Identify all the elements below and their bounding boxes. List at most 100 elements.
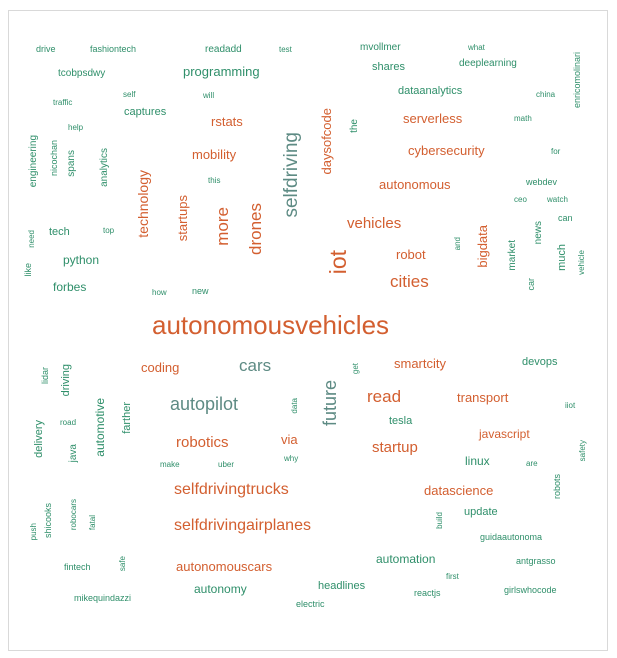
word-bigdata: bigdata	[475, 225, 490, 268]
word-traffic: traffic	[53, 98, 73, 107]
word-automotive: automotive	[93, 398, 107, 457]
word-girlswhocode: girlswhocode	[504, 585, 557, 595]
word-fashiontech: fashiontech	[90, 44, 137, 54]
word-robots: robots	[552, 474, 562, 500]
word-autopilot: autopilot	[170, 394, 239, 414]
word-cars: cars	[239, 356, 272, 375]
word-nicochan: nicochan	[49, 140, 59, 177]
word-spans: spans	[66, 150, 77, 177]
word-java: java	[68, 444, 79, 463]
word-engineering: engineering	[28, 135, 39, 188]
word-vehicles: vehicles	[347, 215, 402, 232]
word-and: and	[453, 237, 462, 251]
word-autonomy: autonomy	[194, 582, 247, 596]
word-headlines: headlines	[318, 580, 366, 592]
word-transport: transport	[457, 390, 509, 405]
word-need: need	[27, 230, 36, 248]
word-coding: coding	[141, 360, 180, 375]
word-will: will	[203, 91, 215, 100]
word-autonomousvehicles: autonomousvehicles	[152, 310, 390, 340]
word-self: self	[123, 90, 136, 99]
word-test: test	[279, 45, 292, 54]
word-datascience: datascience	[424, 483, 494, 498]
word-push: push	[29, 523, 38, 541]
word-driving: driving	[60, 364, 72, 397]
word-ceo: ceo	[514, 195, 527, 204]
word-iiot: iiot	[565, 401, 576, 410]
word-drones: drones	[246, 203, 265, 255]
word-mobility: mobility	[192, 147, 237, 162]
word-startups: startups	[175, 195, 190, 242]
word-tesla: tesla	[389, 415, 413, 427]
word-fintech: fintech	[64, 562, 91, 572]
word-uber: uber	[218, 460, 235, 469]
word-javascript: javascript	[479, 427, 530, 441]
word-iot: iot	[325, 250, 351, 275]
word-robotics: robotics	[176, 434, 229, 451]
word-guidaautonoma: guidaautonoma	[480, 532, 543, 542]
word-new: new	[192, 286, 209, 296]
word-enricomolinari: enricomolinari	[572, 52, 582, 109]
word-what: what	[468, 43, 485, 52]
word-why: why	[284, 454, 299, 463]
word-data: data	[290, 398, 299, 414]
word-linux: linux	[465, 454, 490, 468]
word-tcobpsdwy: tcobpsdwy	[58, 68, 106, 79]
word-autonomouscars: autonomouscars	[176, 559, 273, 574]
word-dataanalytics: dataanalytics	[398, 85, 463, 97]
word-startup: startup	[372, 439, 418, 456]
word-top: top	[103, 226, 115, 235]
word-road: road	[60, 418, 77, 427]
word-future: future	[320, 380, 340, 427]
word-make: make	[160, 460, 180, 469]
word-china: china	[536, 90, 556, 99]
word-this: this	[208, 176, 221, 185]
word-selfdriving: selfdriving	[281, 132, 302, 218]
word-safety: safety	[578, 440, 587, 462]
word-much: much	[556, 244, 568, 271]
word-selfdrivingtrucks: selfdrivingtrucks	[174, 481, 289, 498]
word-autonomous: autonomous	[379, 177, 451, 192]
word-read: read	[367, 387, 402, 406]
word-watch: watch	[547, 195, 568, 204]
word-via: via	[281, 432, 298, 447]
word-electric: electric	[296, 599, 325, 609]
word-vehicle: vehicle	[577, 250, 586, 275]
word-the: the	[349, 119, 360, 133]
word-automation: automation	[376, 552, 436, 566]
word-shares: shares	[372, 61, 406, 73]
word-how: how	[152, 288, 167, 297]
word-mvollmer: mvollmer	[360, 42, 401, 53]
word-get: get	[351, 363, 360, 375]
word-robocars: robocars	[69, 499, 78, 531]
word-cities: cities	[390, 272, 429, 291]
word-update: update	[464, 506, 498, 518]
word-serverless: serverless	[403, 111, 463, 126]
word-first: first	[446, 572, 459, 581]
word-more: more	[213, 207, 232, 246]
word-tech: tech	[49, 226, 70, 238]
word-robot: robot	[396, 247, 426, 262]
word-like: like	[23, 263, 33, 277]
word-cloud-frame	[8, 10, 608, 651]
word-daysofcode: daysofcode	[319, 108, 334, 175]
word-readadd: readadd	[205, 44, 242, 55]
word-analytics: analytics	[99, 148, 110, 187]
word-are: are	[526, 459, 538, 468]
word-farther: farther	[121, 402, 133, 434]
word-market: market	[507, 240, 518, 271]
word-selfdrivingairplanes: selfdrivingairplanes	[174, 517, 311, 534]
word-rstats: rstats	[211, 114, 243, 129]
word-smartcity: smartcity	[394, 356, 446, 371]
word-help: help	[68, 123, 84, 132]
word-programming: programming	[183, 64, 260, 79]
word-webdev: webdev	[526, 177, 558, 187]
word-fatal: fatal	[88, 515, 97, 531]
word-news: news	[533, 221, 544, 245]
word-safe: safe	[118, 556, 127, 572]
word-antgrasso: antgrasso	[516, 556, 556, 566]
word-deeplearning: deeplearning	[459, 58, 517, 69]
word-cybersecurity: cybersecurity	[408, 143, 485, 158]
word-lidar: lidar	[40, 367, 50, 385]
